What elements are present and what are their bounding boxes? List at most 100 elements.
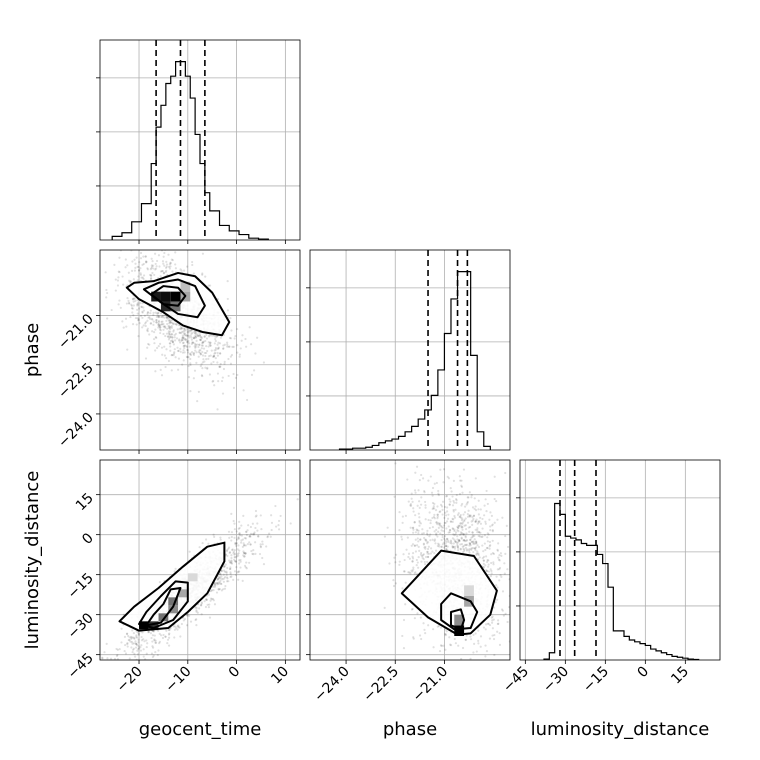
sample-point bbox=[436, 505, 439, 508]
sample-point bbox=[453, 528, 456, 531]
sample-point bbox=[460, 525, 463, 528]
scatter-phase-vs-luminosity-distance-content bbox=[383, 460, 510, 660]
sample-point bbox=[113, 657, 117, 660]
sample-point bbox=[475, 553, 478, 557]
sample-point bbox=[137, 319, 140, 322]
sample-point bbox=[461, 526, 464, 529]
scatter-geocent-time-vs-phase-frame bbox=[99, 249, 301, 451]
sample-point bbox=[477, 639, 480, 642]
sample-point bbox=[162, 314, 165, 317]
sample-point bbox=[479, 635, 483, 638]
y-tick-label-luminosity-distance: 15 bbox=[73, 490, 97, 514]
sample-point bbox=[208, 373, 212, 376]
sample-point bbox=[461, 551, 465, 554]
sample-point bbox=[105, 296, 108, 299]
sample-point bbox=[465, 634, 468, 637]
sample-point bbox=[465, 539, 468, 542]
sample-point bbox=[199, 365, 202, 368]
sample-point bbox=[136, 304, 139, 307]
sample-point bbox=[134, 266, 137, 269]
sample-point bbox=[405, 548, 408, 551]
sample-point bbox=[477, 521, 480, 524]
sample-point bbox=[153, 252, 157, 255]
sample-point bbox=[486, 536, 489, 539]
sample-point bbox=[484, 655, 487, 658]
sample-point bbox=[131, 323, 135, 326]
sample-point bbox=[154, 370, 157, 373]
sample-point bbox=[159, 325, 162, 329]
sample-point bbox=[117, 270, 120, 273]
sample-point bbox=[168, 318, 171, 322]
sample-point bbox=[442, 530, 445, 533]
sample-point bbox=[506, 620, 509, 624]
sample-point bbox=[158, 328, 162, 331]
sample-point bbox=[135, 630, 138, 633]
sample-point bbox=[220, 575, 223, 578]
sample-point bbox=[155, 315, 158, 318]
sample-point bbox=[422, 553, 425, 556]
sample-point bbox=[277, 528, 281, 531]
sample-point bbox=[393, 495, 396, 498]
sample-point bbox=[182, 349, 185, 352]
sample-point bbox=[483, 542, 486, 545]
sample-point bbox=[279, 514, 282, 518]
sample-point bbox=[265, 545, 268, 548]
sample-point bbox=[232, 552, 235, 555]
sample-point bbox=[144, 255, 147, 258]
sample-point bbox=[464, 638, 467, 642]
sample-point bbox=[197, 351, 201, 354]
sample-point bbox=[161, 260, 165, 263]
sample-point bbox=[199, 351, 202, 355]
sample-point bbox=[477, 642, 480, 645]
sample-point bbox=[462, 539, 465, 542]
sample-point bbox=[210, 362, 213, 365]
sample-point bbox=[474, 520, 477, 523]
sample-point bbox=[445, 520, 449, 523]
sample-point bbox=[492, 563, 495, 566]
sample-point bbox=[171, 270, 174, 273]
sample-point bbox=[461, 522, 464, 525]
sample-point bbox=[421, 532, 424, 535]
sample-point bbox=[140, 635, 143, 639]
sample-point bbox=[459, 531, 463, 534]
sample-point bbox=[167, 319, 171, 322]
sample-point bbox=[196, 611, 199, 614]
sample-point bbox=[461, 545, 464, 548]
sample-point bbox=[219, 538, 222, 541]
sample-point bbox=[137, 638, 140, 641]
sample-point bbox=[242, 554, 245, 557]
sample-point bbox=[395, 553, 398, 556]
sample-point bbox=[183, 344, 186, 347]
sample-point bbox=[442, 524, 446, 527]
sample-point bbox=[186, 340, 189, 344]
sample-point bbox=[171, 336, 174, 339]
sample-point bbox=[169, 321, 172, 324]
sample-point bbox=[234, 556, 237, 559]
sample-point bbox=[496, 568, 499, 571]
sample-point bbox=[166, 316, 169, 319]
sample-point bbox=[137, 641, 140, 644]
sample-point bbox=[139, 314, 143, 318]
sample-point bbox=[504, 534, 507, 538]
sample-point bbox=[227, 530, 231, 533]
sample-point bbox=[126, 264, 129, 267]
sample-point bbox=[438, 510, 441, 514]
sample-point bbox=[504, 471, 507, 475]
sample-point bbox=[440, 524, 443, 528]
sample-point bbox=[237, 570, 240, 573]
sample-point bbox=[411, 552, 415, 555]
sample-point bbox=[411, 526, 414, 530]
sample-point bbox=[446, 475, 449, 478]
sample-point bbox=[401, 587, 404, 590]
sample-point bbox=[228, 336, 232, 340]
sample-point bbox=[420, 473, 423, 477]
sample-point bbox=[408, 571, 411, 574]
sample-point bbox=[250, 373, 254, 376]
sample-point bbox=[216, 577, 220, 580]
sample-point bbox=[498, 579, 501, 582]
sample-point bbox=[493, 497, 496, 501]
sample-point bbox=[186, 356, 189, 359]
sample-point bbox=[435, 521, 438, 524]
sample-point bbox=[457, 538, 461, 542]
sample-point bbox=[130, 307, 134, 310]
